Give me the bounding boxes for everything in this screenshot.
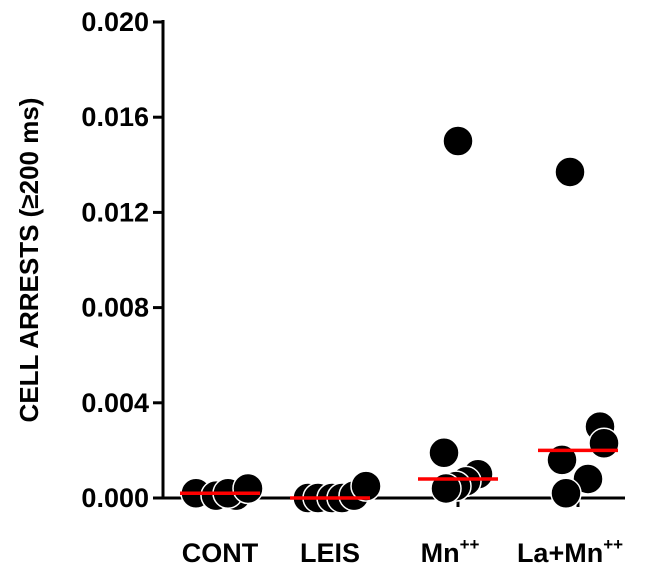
data-point bbox=[232, 472, 264, 505]
data-point bbox=[430, 472, 462, 505]
category-label-text: CONT bbox=[182, 538, 259, 568]
category-label-superscript: ++ bbox=[460, 535, 480, 554]
y-tick-label: 0.008 bbox=[81, 293, 149, 323]
y-tick-label: 0.004 bbox=[81, 388, 149, 418]
x-category-label: La+Mn++ bbox=[517, 535, 623, 568]
y-tick-label: 0.016 bbox=[81, 102, 149, 132]
data-marks bbox=[180, 125, 620, 514]
category-label-text: LEIS bbox=[300, 538, 360, 568]
category-label-text: La+Mn bbox=[517, 538, 603, 568]
x-category-label: Mn++ bbox=[421, 535, 480, 568]
data-point bbox=[546, 444, 578, 476]
y-tick-label: 0.000 bbox=[81, 483, 149, 513]
labels: 0.000 0.004 0.008 0.012 0.016 0.020 CONT LEIS Mn… bbox=[14, 7, 623, 568]
x-category-label: LEIS bbox=[300, 538, 360, 568]
category-label-text: Mn bbox=[421, 538, 460, 568]
axes bbox=[153, 20, 625, 507]
category-label-superscript: ++ bbox=[603, 535, 623, 554]
y-tick-label: 0.020 bbox=[81, 7, 149, 37]
data-point bbox=[588, 427, 620, 460]
x-category-label: CONT bbox=[182, 538, 259, 568]
y-axis-title: CELL ARRESTS (≥200 ms) bbox=[14, 98, 44, 423]
data-point bbox=[550, 477, 582, 509]
data-point bbox=[428, 437, 460, 469]
data-point bbox=[572, 463, 604, 495]
data-point bbox=[350, 470, 382, 502]
data-point bbox=[554, 156, 586, 188]
y-tick-label: 0.012 bbox=[81, 197, 149, 227]
data-point bbox=[442, 125, 474, 157]
